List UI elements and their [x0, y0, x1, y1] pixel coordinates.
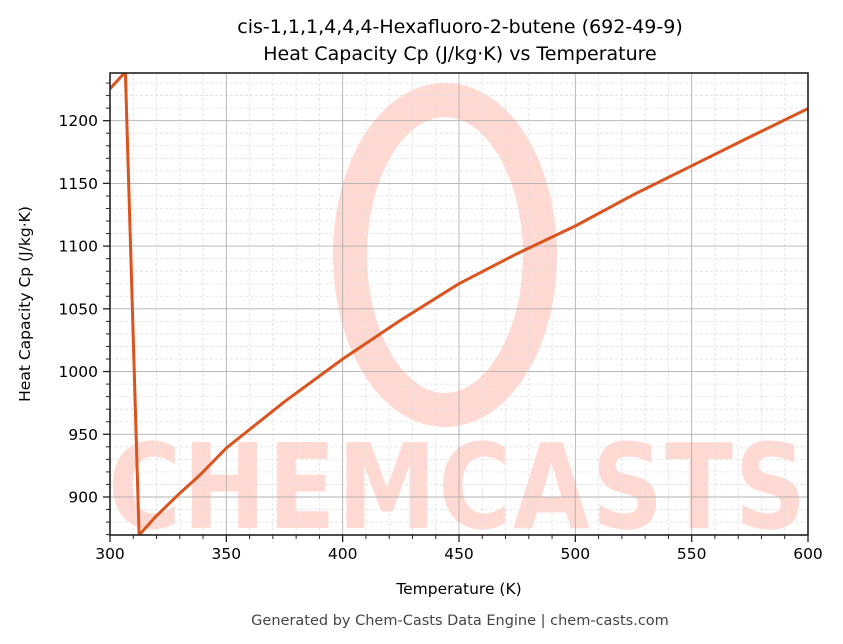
- chart-subtitle: Heat Capacity Cp (J/kg·K) vs Temperature: [263, 43, 657, 65]
- x-tick-label: 450: [444, 545, 474, 563]
- x-tick-label: 550: [677, 545, 707, 563]
- y-tick-label: 1100: [59, 238, 98, 256]
- y-tick-label: 1000: [59, 363, 98, 381]
- y-tick-label: 1050: [59, 300, 98, 318]
- y-axis-label: Heat Capacity Cp (J/kg·K): [16, 206, 34, 402]
- x-axis-label: Temperature (K): [395, 580, 521, 598]
- y-tick-label: 900: [68, 488, 98, 506]
- cp-line: [110, 73, 808, 535]
- x-tick-label: 400: [328, 545, 358, 563]
- y-tick-label: 1150: [59, 175, 98, 193]
- x-tick-label: 350: [212, 545, 242, 563]
- y-tick-label: 1200: [59, 112, 98, 130]
- x-tick-label: 600: [793, 545, 823, 563]
- x-axis: 300 350 400 450 500 550 600: [95, 535, 823, 563]
- grid-major: [109, 73, 809, 535]
- y-axis: 900 950 1000 1050 1100 1150 1200: [59, 82, 110, 536]
- watermark-ring-icon: [333, 83, 557, 427]
- x-tick-label: 500: [561, 545, 591, 563]
- footer-credit: Generated by Chem-Casts Data Engine | ch…: [251, 613, 669, 629]
- watermark: CHEMCASTS: [110, 83, 806, 535]
- x-tick-label: 300: [95, 545, 125, 563]
- chart-title: cis-1,1,1,4,4,4-Hexafluoro-2-butene (692…: [237, 16, 682, 38]
- y-tick-label: 950: [68, 426, 98, 444]
